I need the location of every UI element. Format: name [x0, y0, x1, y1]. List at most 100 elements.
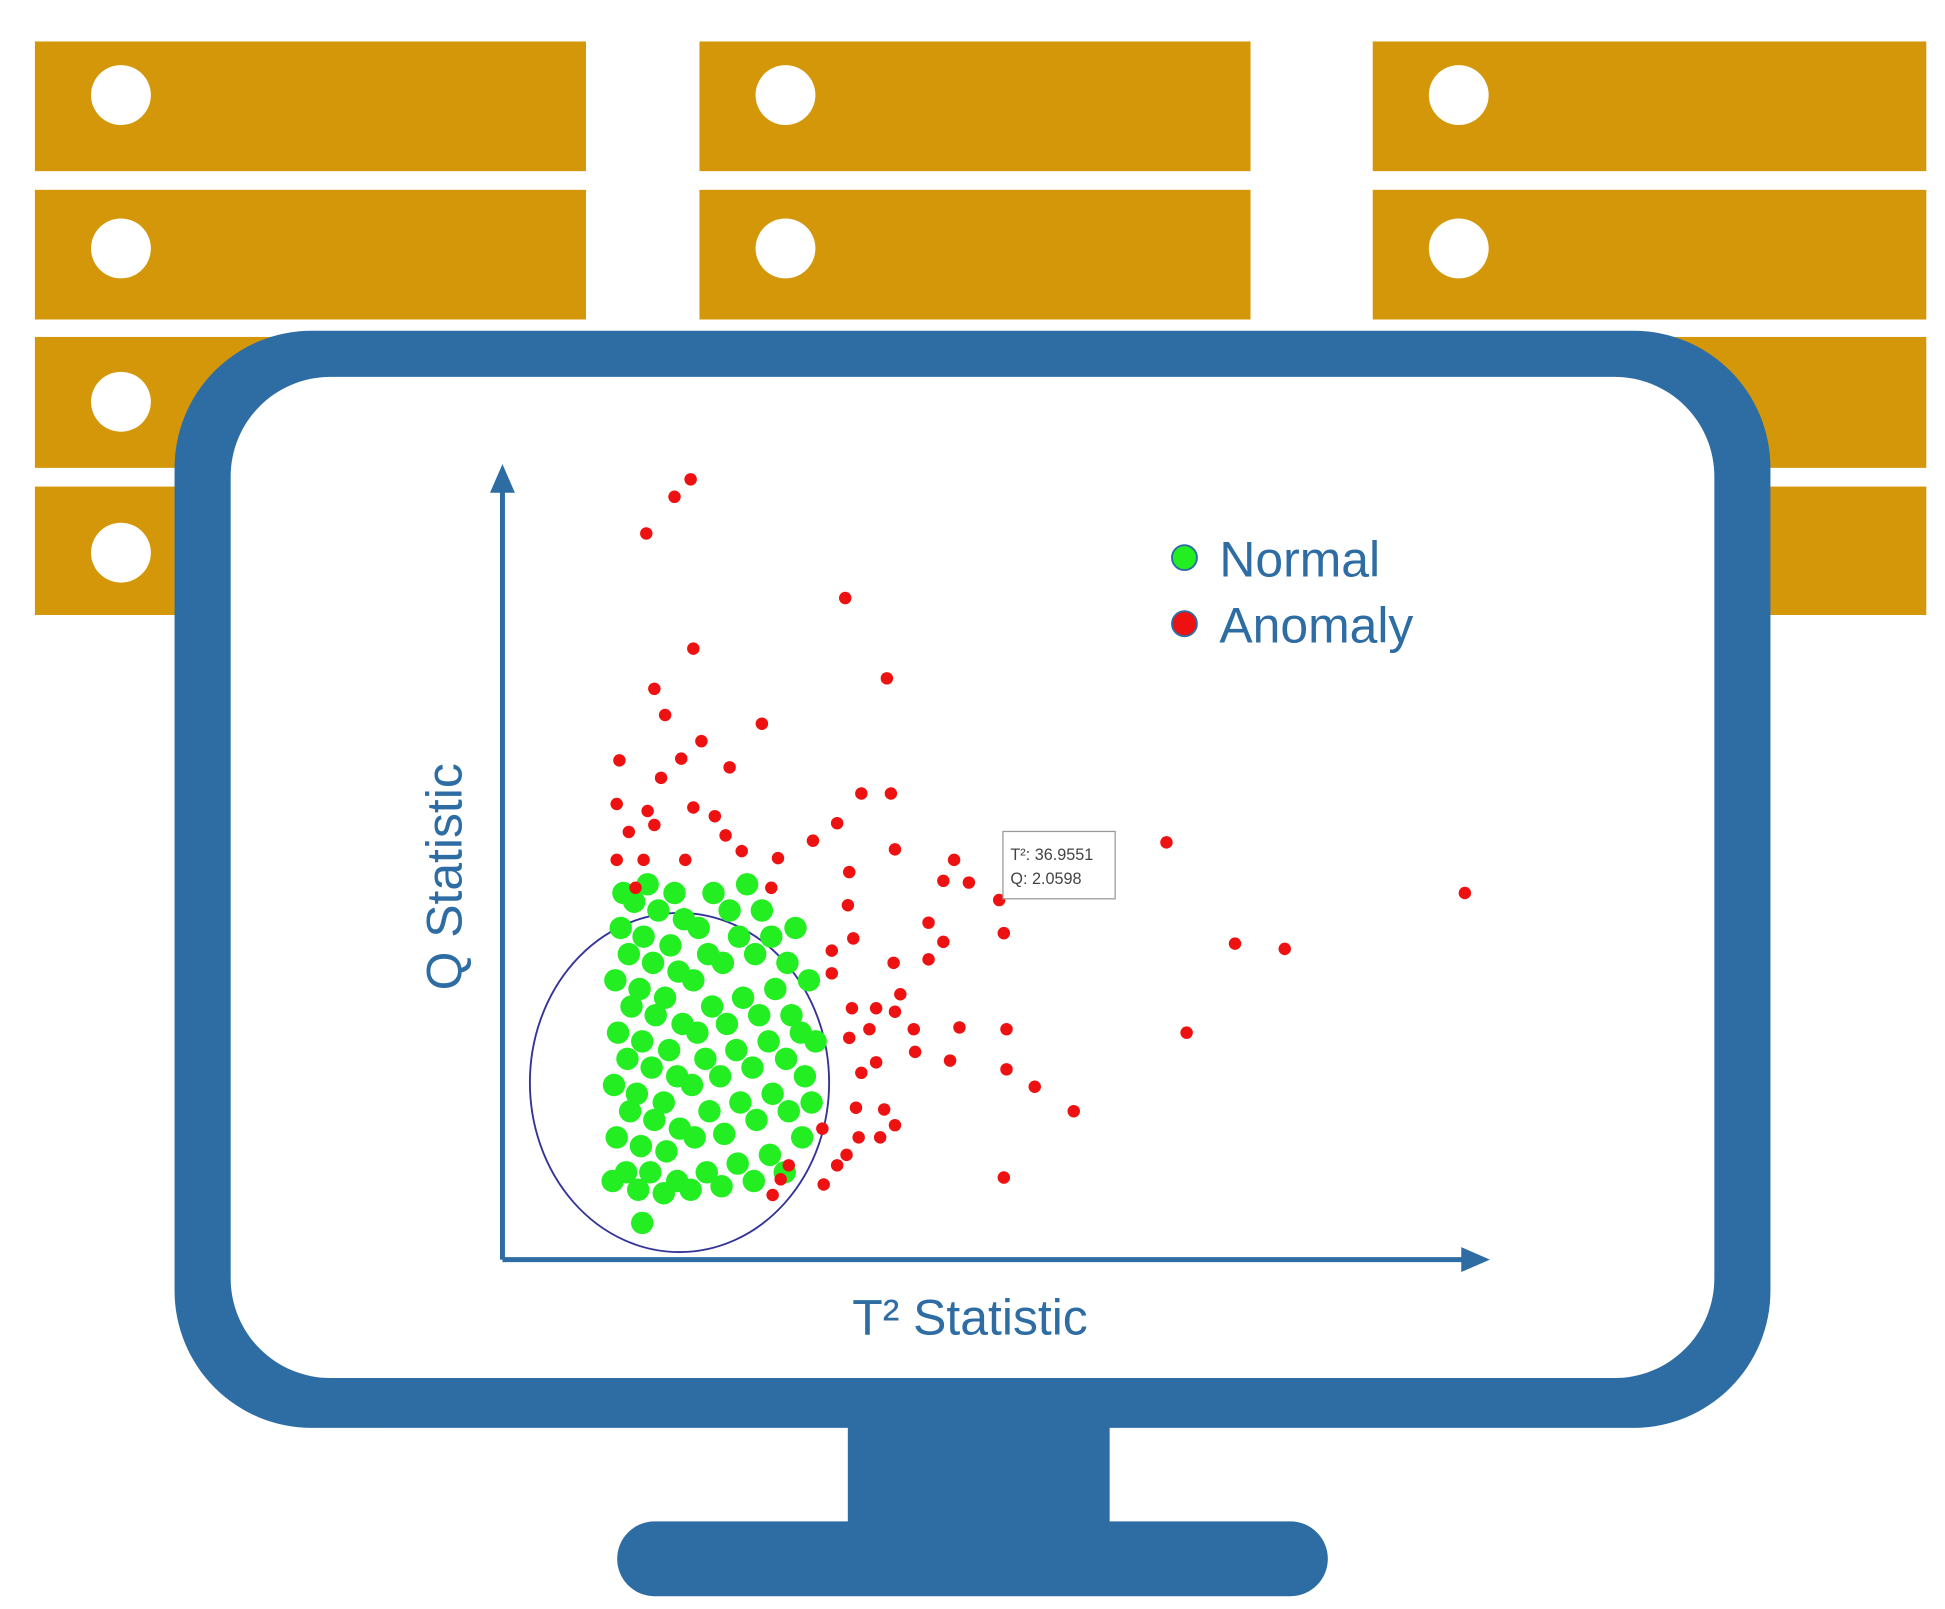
data-point — [962, 876, 976, 889]
data-point — [1028, 1080, 1041, 1094]
data-point — [757, 1030, 780, 1053]
data-point — [610, 797, 623, 811]
tooltip-text: T²: 36.9551 — [1010, 846, 1093, 864]
data-point — [894, 988, 907, 1001]
data-point — [680, 1073, 704, 1097]
monitor — [174, 330, 1771, 1597]
data-point — [723, 761, 736, 774]
data-point — [682, 969, 705, 992]
data-point — [687, 801, 700, 814]
data-point — [765, 881, 778, 895]
data-point — [782, 1159, 795, 1172]
data-point — [869, 1056, 883, 1069]
data-point — [609, 916, 632, 940]
data-point — [845, 1001, 859, 1015]
data-point — [710, 1175, 733, 1198]
data-point — [888, 1118, 902, 1132]
data-point — [674, 752, 688, 765]
data-point — [1000, 1022, 1013, 1036]
data-point — [877, 1103, 891, 1116]
tooltip-box — [1002, 830, 1116, 900]
data-point — [758, 1143, 782, 1167]
data-point — [657, 1038, 681, 1062]
data-point — [755, 717, 769, 730]
data-point — [679, 853, 692, 867]
y-axis-title: Q Statistic — [416, 763, 472, 990]
data-point — [694, 1047, 717, 1071]
data-point — [816, 1122, 829, 1135]
tooltip-label: T²: — [1010, 846, 1030, 864]
data-point — [711, 951, 735, 975]
data-point — [713, 1122, 736, 1146]
tooltip-label: Q: — [1010, 870, 1027, 888]
tooltip-text: Q: 2.0598 — [1010, 870, 1081, 888]
data-point — [647, 899, 670, 922]
data-point — [907, 1022, 921, 1036]
data-point — [679, 1178, 702, 1201]
data-point — [654, 771, 668, 785]
x-axis-title: T² Statistic — [852, 1289, 1087, 1345]
data-point — [687, 642, 700, 655]
data-point — [725, 1038, 748, 1062]
data-point — [653, 986, 677, 1009]
data-point — [922, 953, 935, 966]
data-point — [731, 986, 755, 1009]
data-point — [644, 1003, 667, 1027]
data-point — [766, 1188, 779, 1202]
data-point — [700, 995, 724, 1018]
data-point — [793, 1065, 817, 1088]
data-point — [830, 816, 844, 830]
data-point — [843, 865, 856, 879]
data-point — [686, 1021, 709, 1044]
data-point — [626, 1178, 650, 1201]
data-point — [726, 1152, 749, 1175]
tooltip-value: 36.9551 — [1035, 846, 1094, 864]
data-point — [825, 967, 839, 980]
data-point — [887, 956, 900, 970]
data-point — [1160, 836, 1173, 849]
data-point — [618, 1099, 642, 1123]
data-point — [631, 1211, 654, 1235]
data-point — [631, 1030, 654, 1053]
data-point — [622, 825, 636, 839]
data-point — [771, 851, 785, 865]
data-point — [841, 899, 855, 912]
data-point — [668, 490, 681, 504]
data-point — [869, 1001, 883, 1015]
data-point — [629, 881, 642, 895]
data-point — [708, 1065, 732, 1088]
data-point — [747, 1003, 771, 1027]
data-point — [797, 969, 821, 992]
data-point — [614, 1161, 638, 1184]
data-point — [800, 1091, 823, 1114]
data-point — [997, 926, 1011, 940]
data-point — [617, 942, 641, 966]
data-point — [884, 787, 898, 800]
data-point — [698, 1099, 721, 1123]
axes — [489, 464, 1490, 1273]
data-point — [719, 829, 732, 842]
data-point — [648, 682, 661, 696]
data-point — [1180, 1026, 1193, 1039]
legend-label: Anomaly — [1219, 597, 1413, 653]
data-point — [908, 1045, 922, 1059]
data-point — [652, 1091, 675, 1114]
data-point — [742, 1169, 766, 1193]
data-point — [943, 1054, 957, 1067]
data-point — [863, 1022, 876, 1036]
data-point — [605, 1126, 628, 1149]
data-point — [776, 951, 799, 975]
data-point — [947, 853, 961, 867]
data-point — [639, 1161, 662, 1184]
data-point — [852, 1131, 865, 1144]
data-point — [632, 925, 655, 948]
data-point — [683, 1126, 706, 1149]
data-point — [640, 1056, 663, 1079]
data-point — [880, 672, 894, 685]
data-point — [695, 734, 708, 748]
legend-label: Normal — [1219, 531, 1380, 587]
data-point — [702, 881, 725, 905]
data-point — [718, 899, 741, 922]
legend-marker — [1171, 610, 1198, 638]
data-point — [648, 818, 661, 832]
